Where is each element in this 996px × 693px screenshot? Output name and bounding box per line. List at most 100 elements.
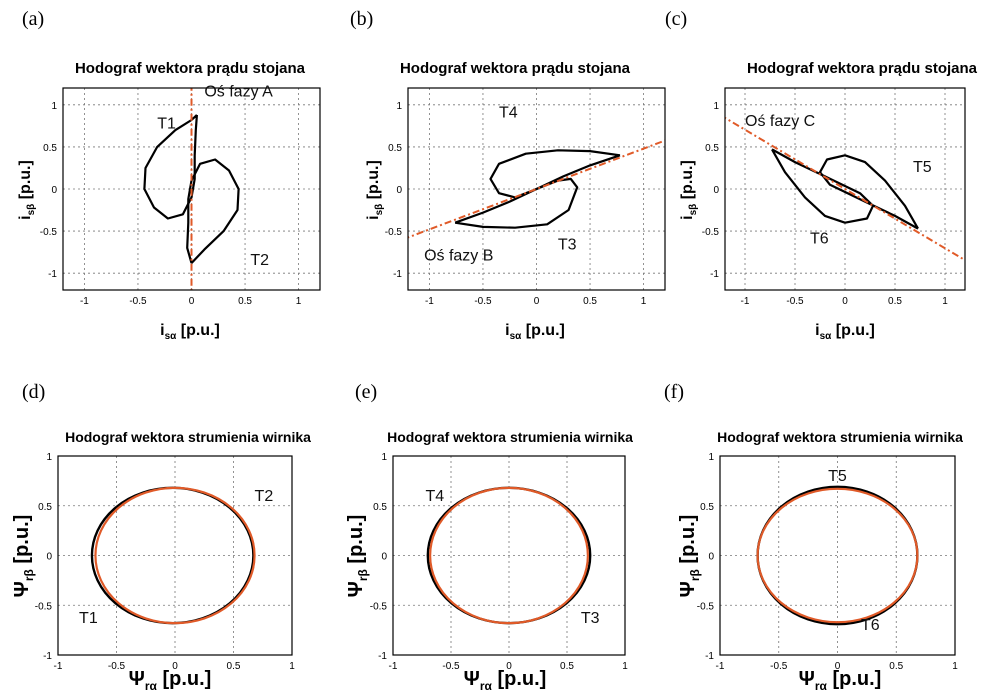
y-tick-label: -1: [48, 269, 57, 280]
y-axis-label-symbol: Ψ: [11, 581, 33, 597]
y-axis-label-unit: [p.u.]: [679, 160, 696, 204]
y-axis-label-unit: [p.u.]: [345, 515, 367, 569]
x-tick-label: 0.5: [560, 661, 574, 672]
x-axis-label-subscript: sα: [510, 331, 523, 342]
x-tick-label: 0.5: [238, 296, 252, 307]
y-tick-label: 0.5: [43, 143, 57, 154]
chart-title: Hodograf wektora strumienia wirnika: [387, 429, 633, 445]
chart-title: Hodograf wektora prądu stojana: [747, 60, 978, 77]
y-axis-label-symbol: i: [17, 215, 34, 219]
annotation-label: T1: [79, 610, 98, 627]
y-tick-label: -0.5: [370, 601, 388, 612]
x-tick-label: 1: [289, 661, 295, 672]
y-axis-label-subscript: sβ: [26, 204, 37, 216]
annotation-label: T5: [828, 468, 847, 485]
y-tick-label: 0.5: [38, 502, 52, 513]
x-tick-label: 0: [506, 661, 512, 672]
y-axis-label-subscript: sβ: [688, 204, 699, 216]
x-tick-label: -0.5: [474, 296, 492, 307]
x-tick-label: -1: [389, 661, 398, 672]
x-tick-label: 1: [952, 661, 958, 672]
y-tick-label: 0.5: [388, 143, 402, 154]
series-group: [90, 486, 256, 625]
x-axis-label: isα [p.u.]: [815, 322, 875, 342]
annotation-label: T6: [861, 617, 880, 634]
x-axis-label-subscript: sα: [165, 331, 178, 342]
annotation-label: T6: [810, 231, 829, 248]
annotation-label: T2: [255, 488, 274, 505]
y-axis-label-unit: [p.u.]: [365, 160, 382, 204]
chart-title: Hodograf wektora prądu stojana: [400, 60, 631, 77]
plot-frame: [407, 87, 666, 291]
reference-trajectory: [756, 487, 919, 624]
y-axis-label: isβ [p.u.]: [365, 160, 385, 220]
panel-letter: (b): [350, 8, 373, 30]
annotation-label: T3: [558, 237, 577, 254]
x-tick-label: 1: [296, 296, 302, 307]
y-axis-label-symbol: i: [679, 215, 696, 219]
plot-frame: [392, 455, 626, 656]
y-axis-label: Ψrβ [p.u.]: [677, 515, 702, 598]
y-tick-label: -1: [43, 651, 52, 662]
annotation-label: T4: [425, 488, 444, 505]
panel-c: (c) Hodograf wektora prądu stojana -1 -0.5 0…: [665, 8, 978, 342]
x-tick-label: 0: [842, 296, 848, 307]
y-tick-label: 1: [51, 101, 57, 112]
y-tick-label: -0.5: [697, 601, 715, 612]
y-axis-label-unit: [p.u.]: [677, 515, 699, 569]
y-axis-label-unit: [p.u.]: [11, 515, 33, 569]
x-tick-label: 1: [942, 296, 948, 307]
annotation-label: T4: [499, 104, 518, 121]
y-tick-label: 1: [708, 452, 714, 463]
x-tick-label: 0.5: [227, 661, 241, 672]
x-axis-label: Ψrα [p.u.]: [129, 668, 212, 693]
series-group: [426, 486, 592, 625]
x-axis-label-symbol: i: [505, 322, 509, 339]
panel-letter: (f): [664, 381, 684, 403]
x-axis-label-symbol: i: [815, 322, 819, 339]
current-trajectory: [143, 114, 198, 220]
chart-title: Hodograf wektora prądu stojana: [75, 60, 306, 77]
y-axis-label-unit: [p.u.]: [17, 160, 34, 204]
x-axis-label-symbol: i: [160, 322, 164, 339]
y-axis-label: Ψrβ [p.u.]: [345, 515, 370, 598]
plot-frame: [62, 87, 321, 291]
x-tick-label: 0.5: [583, 296, 597, 307]
y-tick-label: 1: [713, 101, 719, 112]
y-tick-label: 1: [396, 101, 402, 112]
y-axis-label: isβ [p.u.]: [17, 160, 37, 220]
series-group: [408, 139, 665, 239]
y-tick-label: -1: [710, 269, 719, 280]
phase-axis-line: [725, 116, 965, 262]
y-tick-label: -1: [378, 651, 387, 662]
x-tick-label: 1: [641, 296, 647, 307]
y-tick-label: -0.5: [385, 227, 403, 238]
annotation-label: T2: [250, 252, 269, 269]
y-tick-label: -0.5: [35, 601, 53, 612]
panel-e: (e) Hodograf wektora strumienia wirnika -1…: [345, 381, 633, 693]
annotation-label: T1: [157, 115, 176, 132]
panel-letter: (a): [22, 8, 44, 30]
y-tick-label: 0.5: [700, 502, 714, 513]
panel-d: (d) Hodograf wektora strumienia wirnika -1…: [11, 381, 311, 693]
panel-f: (f) Hodograf wektora strumienia wirnika -1…: [664, 381, 963, 693]
y-tick-label: -1: [705, 651, 714, 662]
current-trajectory: [489, 149, 621, 199]
annotation-label: T5: [913, 159, 932, 176]
y-axis-label-subscript: rβ: [688, 569, 702, 581]
y-axis-label-subscript: sβ: [374, 204, 385, 216]
x-tick-label: 0: [172, 661, 178, 672]
chart-title: Hodograf wektora strumienia wirnika: [65, 429, 311, 445]
x-axis-label-subscript: rα: [480, 679, 493, 693]
x-axis-label-symbol: Ψ: [129, 668, 145, 690]
phase-axis-line: [408, 139, 665, 239]
x-axis-label: isα [p.u.]: [160, 322, 220, 342]
annotation-label: Oś fazy C: [745, 113, 815, 130]
x-axis-label-subscript: sα: [820, 331, 833, 342]
x-tick-label: -0.5: [442, 661, 460, 672]
y-axis-label-symbol: Ψ: [677, 581, 699, 597]
y-tick-label: 1: [381, 452, 387, 463]
x-axis-label-subscript: rα: [145, 679, 158, 693]
x-tick-label: -0.5: [129, 296, 147, 307]
